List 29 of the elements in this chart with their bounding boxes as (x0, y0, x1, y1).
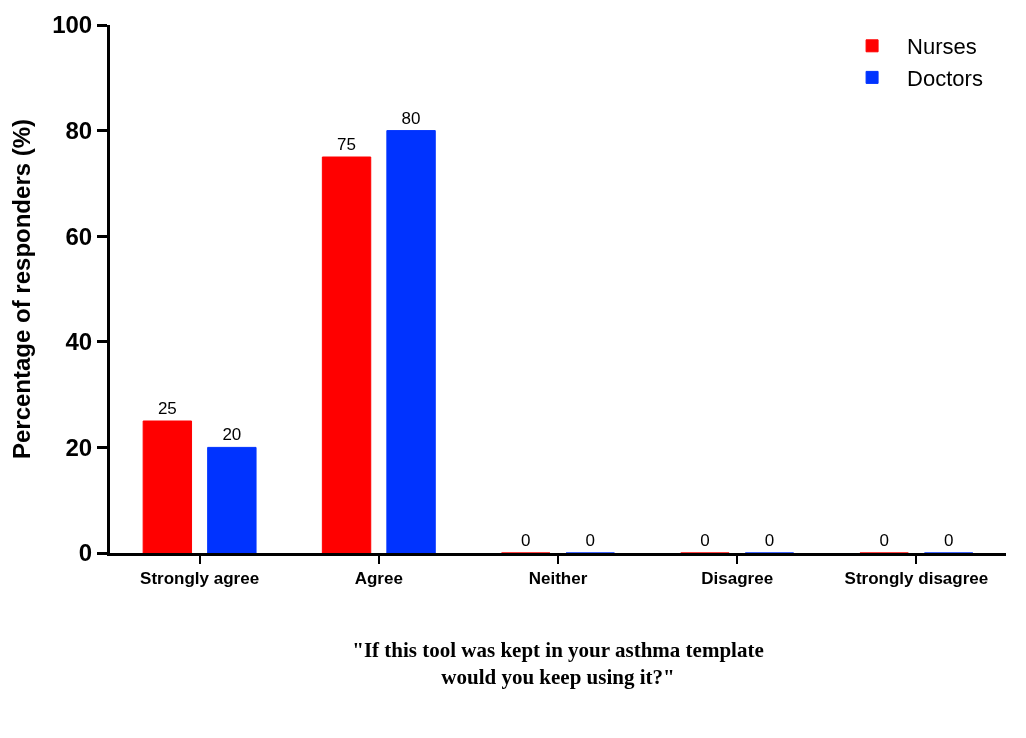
x-axis-title: "If this tool was kept in your asthma template would you keep using it?" (352, 637, 764, 689)
data-label: 75 (337, 135, 357, 154)
data-label: 0 (521, 531, 531, 550)
data-label: 25 (157, 399, 177, 418)
y-tick-label: 20 (65, 433, 93, 461)
bar (207, 446, 257, 553)
data-label: 80 (401, 108, 421, 128)
data-label: 20 (222, 425, 242, 445)
y-tick-label: 60 (65, 222, 93, 250)
y-tick-label: 100 (52, 11, 93, 39)
bar (142, 420, 193, 553)
legend-label: Nurses (907, 34, 977, 60)
y-axis-title: Percentage of responders (%) (8, 118, 36, 460)
data-label: 0 (700, 531, 710, 550)
x-tick-label: Agree (354, 569, 403, 589)
bar (321, 156, 372, 553)
x-tick-label: Strongly disagree (844, 569, 989, 589)
x-tick-label: Disagree (701, 569, 774, 589)
y-tick-label: 80 (65, 117, 93, 144)
y-tick-label: 0 (78, 539, 93, 567)
data-label: 0 (943, 531, 954, 550)
data-label: 0 (764, 531, 775, 550)
data-label: 0 (585, 531, 595, 550)
legend-label: Doctors (907, 65, 983, 91)
bar (386, 130, 436, 553)
x-tick-label: Neither (528, 569, 588, 589)
x-tick-label: Strongly agree (140, 569, 260, 589)
y-tick-label: 40 (65, 328, 93, 356)
data-label: 0 (879, 531, 889, 550)
